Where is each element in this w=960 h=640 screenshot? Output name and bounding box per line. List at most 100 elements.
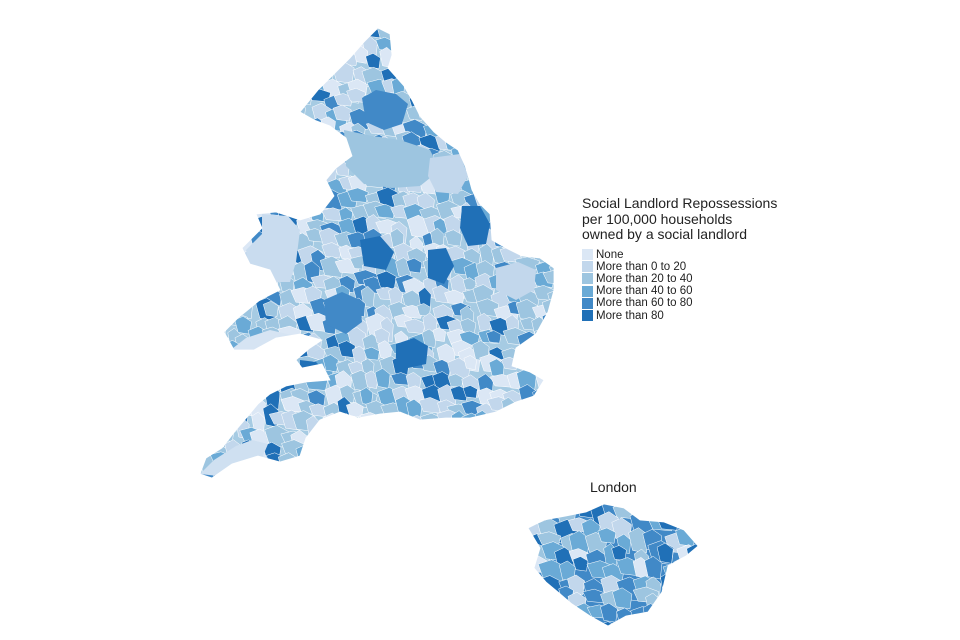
area-polygon — [519, 216, 538, 238]
area-polygon — [533, 104, 554, 118]
area-polygon — [537, 589, 562, 608]
area-polygon — [223, 228, 247, 250]
area-polygon — [472, 33, 496, 59]
area-polygon — [292, 103, 306, 119]
area-polygon — [211, 35, 226, 51]
area-polygon — [310, 47, 333, 67]
area-polygon — [417, 455, 441, 471]
area-polygon — [391, 28, 417, 42]
area-polygon — [674, 606, 698, 626]
area-polygon — [208, 318, 227, 342]
area-polygon — [528, 202, 546, 222]
area-polygon — [630, 606, 656, 626]
area-polygon — [220, 177, 241, 203]
area-polygon — [364, 428, 389, 454]
area-polygon — [280, 472, 306, 478]
area-polygon — [239, 484, 260, 503]
area-polygon — [493, 108, 518, 135]
area-polygon — [200, 383, 223, 398]
area-polygon — [505, 179, 523, 197]
area-polygon — [491, 92, 516, 117]
area-polygon — [462, 385, 478, 399]
area-polygon — [493, 145, 518, 171]
area-polygon — [336, 425, 353, 451]
area-polygon — [547, 229, 554, 253]
area-polygon — [297, 158, 315, 173]
area-polygon — [532, 232, 553, 257]
area-polygon — [200, 36, 208, 60]
area-polygon — [225, 50, 248, 76]
area-polygon — [268, 149, 290, 167]
area-polygon — [206, 234, 223, 260]
area-polygon — [517, 39, 532, 59]
area-polygon — [381, 429, 400, 454]
area-polygon — [224, 151, 249, 176]
area-polygon — [376, 270, 397, 290]
area-polygon — [477, 28, 492, 37]
area-polygon — [236, 283, 251, 304]
area-polygon — [199, 483, 221, 500]
area-polygon — [208, 159, 227, 173]
area-polygon — [549, 28, 554, 39]
area-polygon — [597, 527, 617, 544]
area-polygon — [533, 415, 552, 439]
area-polygon — [200, 88, 215, 107]
area-polygon — [491, 466, 511, 478]
area-polygon — [432, 452, 459, 474]
area-polygon — [690, 594, 698, 613]
area-polygon — [237, 217, 253, 242]
area-polygon — [541, 133, 554, 159]
legend-swatch — [582, 249, 593, 261]
area-polygon — [364, 444, 388, 471]
area-polygon — [337, 488, 360, 506]
area-polygon — [475, 61, 498, 85]
area-polygon — [548, 87, 554, 109]
area-polygon — [662, 563, 685, 580]
area-polygon — [211, 92, 227, 118]
area-polygon — [210, 63, 235, 86]
area-polygon — [279, 123, 303, 149]
area-polygon — [323, 150, 345, 164]
area-polygon — [528, 589, 548, 613]
area-polygon — [394, 50, 417, 66]
area-polygon — [487, 75, 503, 99]
area-polygon — [600, 602, 618, 623]
area-polygon — [394, 39, 420, 61]
area-polygon — [296, 130, 317, 149]
area-polygon — [200, 189, 213, 204]
area-polygon — [549, 402, 554, 426]
area-polygon — [200, 318, 217, 335]
area-polygon — [630, 618, 652, 626]
area-polygon — [415, 32, 430, 48]
area-polygon — [223, 75, 245, 96]
area-polygon — [234, 386, 258, 404]
area-north-yorkshire — [344, 130, 440, 188]
area-polygon — [505, 412, 528, 436]
area-polygon — [493, 192, 518, 217]
area-polygon — [436, 438, 452, 452]
area-polygon — [530, 87, 549, 107]
area-polygon — [674, 511, 698, 526]
area-polygon — [660, 572, 677, 598]
area-polygon — [530, 218, 549, 236]
legend-item-60-80: More than 60 to 80 — [582, 297, 802, 309]
area-polygon — [529, 159, 548, 182]
area-polygon — [485, 28, 502, 46]
london-inset-label: London — [590, 479, 637, 495]
area-polygon — [390, 484, 407, 506]
area-polygon — [222, 117, 244, 132]
area-polygon — [536, 621, 553, 626]
area-polygon — [544, 472, 554, 478]
area-polygon — [545, 354, 554, 380]
area-polygon — [548, 483, 570, 507]
area-polygon — [346, 28, 364, 39]
area-polygon — [267, 28, 288, 48]
area-polygon — [239, 172, 256, 189]
area-polygon — [444, 229, 463, 247]
area-polygon — [406, 257, 423, 274]
area-polygon — [648, 620, 672, 626]
area-polygon — [308, 471, 329, 478]
area-polygon — [547, 109, 554, 124]
area-polygon — [567, 615, 591, 626]
area-polygon — [250, 46, 268, 71]
